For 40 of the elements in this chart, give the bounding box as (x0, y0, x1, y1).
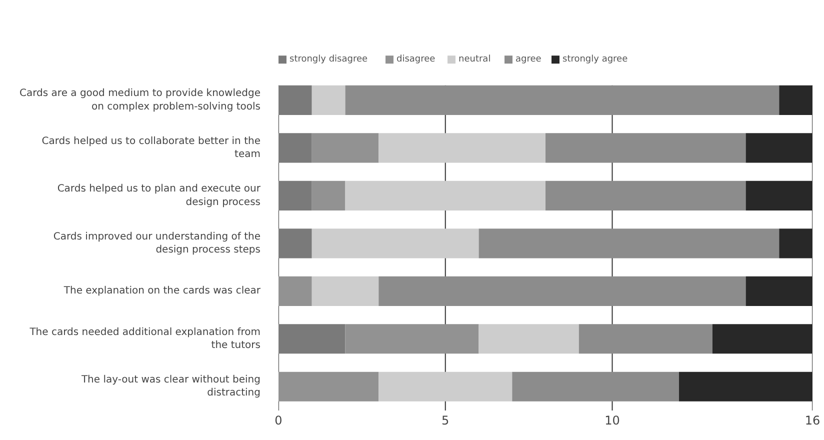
bar (278, 324, 346, 354)
bar (378, 276, 746, 306)
bar (278, 180, 312, 210)
bar (345, 324, 479, 354)
bar (278, 133, 312, 163)
bar (312, 133, 379, 163)
bar (278, 276, 312, 306)
y-tick-label: Cards improved our understanding of the design process steps (53, 231, 261, 256)
x-tick-label: 16 (804, 414, 820, 428)
bar (578, 324, 712, 354)
legend-label: disagree (396, 54, 436, 65)
x-tick-label: 0 (274, 414, 282, 428)
bar (478, 324, 579, 354)
bar (278, 85, 312, 115)
x-tick-label: 5 (442, 414, 450, 428)
bar (278, 372, 379, 402)
legend-label: neutral (458, 54, 491, 65)
y-tick-label: Cards are a good medium to provide knowledge on complex problem-solving tools (20, 88, 261, 112)
bar (378, 133, 546, 163)
bar (278, 228, 312, 258)
y-tick-label: Cards helped us to plan and execute our design process (57, 184, 262, 208)
bar (546, 180, 746, 210)
bar (478, 228, 780, 258)
x-tick-label: 10 (604, 414, 620, 428)
y-tick-label: The lay-out was clear without being distracting (80, 374, 261, 399)
bar (312, 228, 479, 258)
bar (378, 372, 512, 402)
bar (546, 133, 746, 163)
bar (312, 180, 346, 210)
y-tick-label: The explanation on the cards was clear (62, 286, 262, 297)
bar (312, 276, 379, 306)
y-tick-label: The cards needed additional explanation from the tutors (28, 326, 261, 351)
bar (312, 85, 346, 115)
legend-label: agree (516, 54, 542, 65)
legend-label: strongly disagree (290, 54, 368, 65)
bar (345, 180, 546, 210)
y-tick-label: Cards helped us to collaborate better in the team (42, 136, 261, 160)
bar (345, 85, 780, 115)
bar (512, 372, 679, 402)
legend-label: strongly agree (562, 54, 628, 65)
